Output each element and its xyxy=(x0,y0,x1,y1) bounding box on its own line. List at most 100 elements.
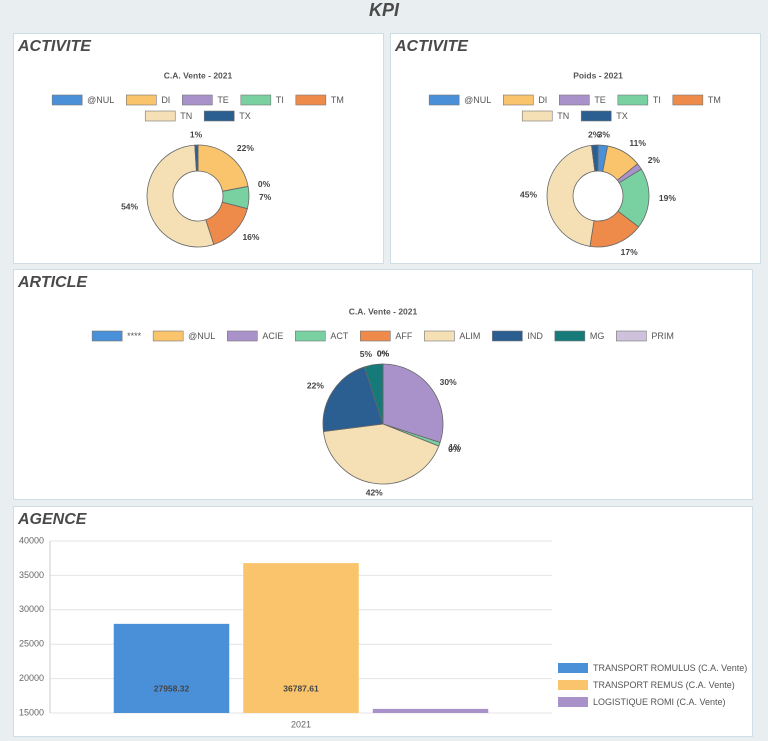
y-tick-label: 35000 xyxy=(19,570,44,580)
slice xyxy=(591,144,599,172)
legend-label: LOGISTIQUE ROMI (C.A. Vente) xyxy=(593,697,726,707)
data-label: 17% xyxy=(621,247,638,257)
data-label: 0% xyxy=(377,348,390,358)
bar xyxy=(243,563,359,713)
legend-label: TN xyxy=(180,111,192,121)
chart-subtitle: Poids - 2021 xyxy=(573,70,623,80)
bar xyxy=(113,623,230,713)
panel-title: ARTICLE xyxy=(17,274,88,291)
data-label: 19% xyxy=(659,193,676,203)
data-label: 0% xyxy=(448,444,461,454)
data-label: 22% xyxy=(237,143,254,153)
bar xyxy=(372,708,489,713)
legend-swatch xyxy=(51,94,83,106)
legend-label: PRIM xyxy=(651,331,674,341)
data-label: 1% xyxy=(449,442,462,452)
legend-label: TX xyxy=(239,111,251,121)
data-label: 2% xyxy=(648,155,661,165)
legend-label: TE xyxy=(594,95,606,105)
legend-label: @NUL xyxy=(188,331,215,341)
data-label: 7% xyxy=(259,192,272,202)
data-label: 0% xyxy=(377,348,390,358)
legend-label: MG xyxy=(590,331,605,341)
page-title: KPI xyxy=(369,0,400,20)
slice xyxy=(194,144,199,172)
y-tick-label: 25000 xyxy=(19,639,44,649)
slice xyxy=(382,363,444,444)
data-label: 22% xyxy=(307,381,324,391)
chart-subtitle: C.A. Vente - 2021 xyxy=(349,306,418,316)
data-label: 27958.32 xyxy=(154,683,190,693)
legend-label: TI xyxy=(653,95,661,105)
legend-swatch xyxy=(144,110,176,122)
data-label: 11% xyxy=(629,138,646,148)
y-tick-label: 40000 xyxy=(19,535,44,545)
data-label: 2% xyxy=(588,129,601,139)
data-label: 0% xyxy=(258,179,271,189)
legend-swatch xyxy=(91,330,123,342)
legend-label: IND xyxy=(527,331,543,341)
legend-label: TI xyxy=(276,95,284,105)
legend-swatch xyxy=(360,330,391,342)
panel-title: ACTIVITE xyxy=(394,38,469,55)
legend-swatch xyxy=(203,110,235,122)
legend-label: @NUL xyxy=(87,95,114,105)
data-label: 16% xyxy=(242,232,259,242)
legend-swatch xyxy=(521,110,553,122)
legend-label: ALIM xyxy=(459,331,480,341)
data-label: 1% xyxy=(190,129,203,139)
legend-label: TRANSPORT ROMULUS (C.A. Vente) xyxy=(593,663,747,673)
legend-swatch xyxy=(672,94,704,106)
legend-label: **** xyxy=(127,331,142,341)
slice xyxy=(322,366,384,432)
legend-swatch xyxy=(616,330,647,342)
legend-label: TM xyxy=(331,95,344,105)
legend-label: AFF xyxy=(395,331,413,341)
legend-label: TE xyxy=(217,95,229,105)
chart-subtitle: C.A. Vente - 2021 xyxy=(164,70,233,80)
panel-title: ACTIVITE xyxy=(17,38,92,55)
legend-swatch xyxy=(492,330,523,342)
x-tick-label: 2021 xyxy=(291,719,311,729)
panel-title: AGENCE xyxy=(17,511,88,528)
legend-swatch xyxy=(424,330,455,342)
data-label: 45% xyxy=(520,189,537,199)
legend-swatch xyxy=(580,110,612,122)
legend-label: ACIE xyxy=(262,331,283,341)
legend-swatch xyxy=(240,94,272,106)
slice xyxy=(546,144,596,247)
legend-swatch xyxy=(558,680,588,690)
data-label: 54% xyxy=(121,202,138,212)
legend-swatch xyxy=(152,330,184,342)
legend-swatch xyxy=(428,94,460,106)
slice xyxy=(146,144,215,248)
legend-swatch xyxy=(554,330,586,342)
legend-swatch xyxy=(295,330,326,342)
legend-swatch xyxy=(558,697,588,707)
legend-swatch xyxy=(503,94,534,106)
legend-swatch xyxy=(126,94,157,106)
y-tick-label: 15000 xyxy=(19,707,44,717)
legend-swatch xyxy=(617,94,649,106)
legend-label: @NUL xyxy=(464,95,491,105)
data-label: 5% xyxy=(360,349,373,359)
legend-swatch xyxy=(182,94,213,106)
data-label: 42% xyxy=(366,488,383,498)
data-label: 3% xyxy=(598,130,611,140)
legend-swatch xyxy=(558,663,588,673)
data-label: 36787.61 xyxy=(283,683,319,693)
slice xyxy=(323,423,440,485)
legend-label: TRANSPORT REMUS (C.A. Vente) xyxy=(593,680,735,690)
legend-swatch xyxy=(295,94,327,106)
legend-swatch xyxy=(227,330,258,342)
data-label: 30% xyxy=(440,377,457,387)
legend-label: TM xyxy=(708,95,721,105)
legend-swatch xyxy=(559,94,590,106)
y-tick-label: 20000 xyxy=(19,673,44,683)
legend-label: DI xyxy=(538,95,547,105)
legend-label: TN xyxy=(557,111,569,121)
legend-label: TX xyxy=(616,111,628,121)
y-tick-label: 30000 xyxy=(19,604,44,614)
data-label: 0% xyxy=(377,348,390,358)
